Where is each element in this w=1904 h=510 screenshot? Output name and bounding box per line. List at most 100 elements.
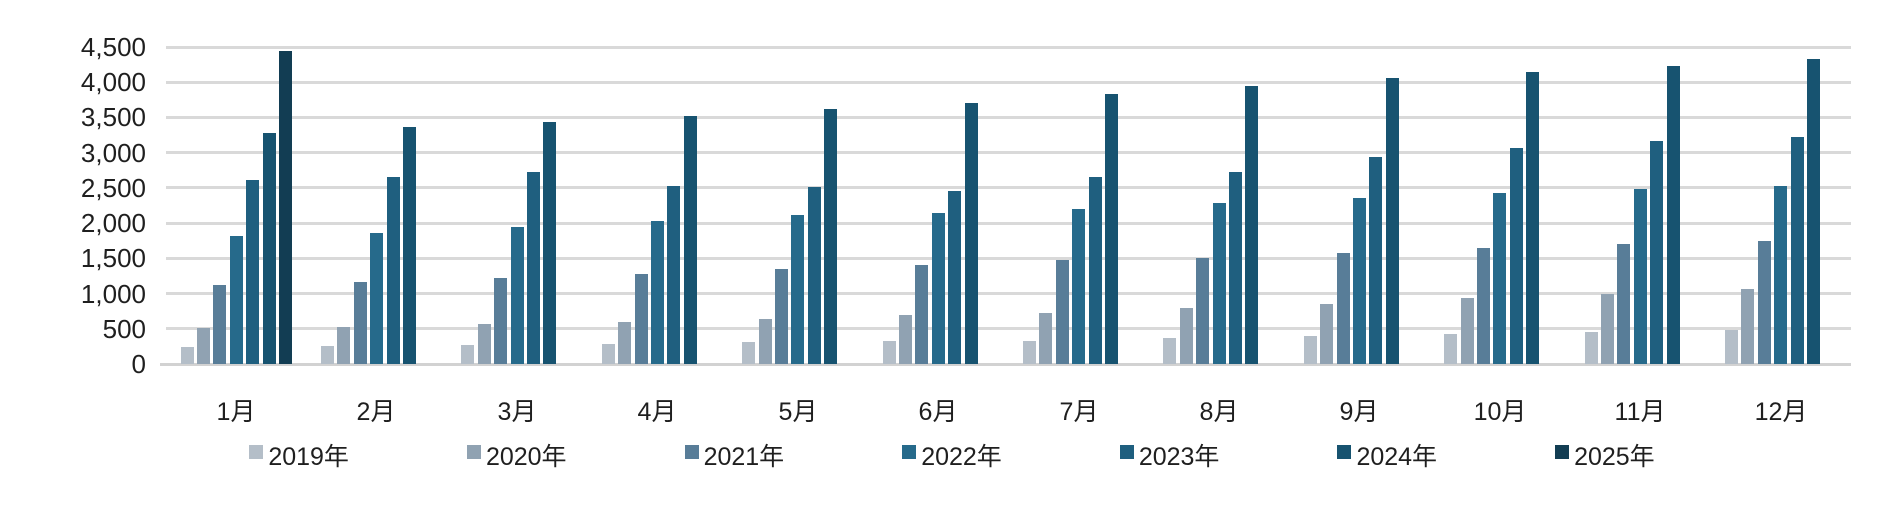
bar-2021年-11月 <box>1617 244 1630 364</box>
gridline <box>166 81 1851 84</box>
x-tick-label-6月: 6月 <box>918 398 958 426</box>
bar-2022年-10月 <box>1493 193 1506 364</box>
bar-2019年-9月 <box>1304 336 1317 364</box>
bar-2024年-10月 <box>1526 72 1539 364</box>
y-tick-label: 1,500 <box>80 243 146 273</box>
bar-2022年-5月 <box>791 215 804 364</box>
bar-2019年-10月 <box>1444 334 1457 364</box>
gridline <box>166 116 1851 119</box>
legend-item-2023年: 2023年 <box>1119 437 1220 473</box>
x-axis-line <box>160 363 1851 366</box>
x-tick-label-8月: 8月 <box>1199 398 1239 426</box>
legend-item-2024年: 2024年 <box>1337 437 1437 473</box>
bar-2024年-7月 <box>1105 94 1118 364</box>
bar-2023年-6月 <box>948 191 961 364</box>
x-tick-label-10月: 10月 <box>1473 398 1527 426</box>
gridline <box>166 46 1851 49</box>
gridline <box>166 151 1851 154</box>
bar-2022年-11月 <box>1634 189 1647 364</box>
bar-2022年-7月 <box>1072 209 1085 364</box>
x-tick-label-3月: 3月 <box>497 398 537 426</box>
bar-2019年-6月 <box>883 341 896 364</box>
bar-2019年-1月 <box>181 347 194 364</box>
bar-2024年-3月 <box>543 122 556 364</box>
bar-2022年-9月 <box>1353 198 1366 364</box>
bar-2019年-7月 <box>1023 341 1036 364</box>
legend-swatch-icon <box>466 445 481 459</box>
x-tick-label-7月: 7月 <box>1059 398 1099 426</box>
bar-2023年-3月 <box>527 172 540 364</box>
legend-swatch-icon <box>1337 445 1352 459</box>
bar-2022年-4月 <box>651 221 664 364</box>
bar-2024年-6月 <box>965 103 978 364</box>
legend-label: 2022年 <box>921 443 1002 471</box>
gridline <box>166 257 1851 260</box>
legend-swatch-icon <box>902 445 917 459</box>
y-tick-label: 1,000 <box>80 279 146 309</box>
y-tick-label: 4,000 <box>80 67 146 97</box>
bar-2021年-5月 <box>775 269 788 364</box>
bar-2021年-2月 <box>354 282 367 364</box>
x-tick-label-5月: 5月 <box>778 398 818 426</box>
x-tick-label-2月: 2月 <box>356 398 396 426</box>
bar-2024年-2月 <box>403 127 416 364</box>
bar-2024年-4月 <box>684 116 697 364</box>
y-tick-label: 2,000 <box>80 208 146 238</box>
bar-2020年-4月 <box>618 322 631 364</box>
y-tick-label: 2,500 <box>80 173 146 203</box>
bar-2023年-7月 <box>1089 177 1102 364</box>
bar-2022年-1月 <box>230 236 243 364</box>
bar-2020年-7月 <box>1039 313 1052 364</box>
y-tick-label: 3,500 <box>80 102 146 132</box>
bar-2021年-8月 <box>1196 258 1209 364</box>
bar-2022年-3月 <box>511 227 524 364</box>
bar-2023年-11月 <box>1650 141 1663 364</box>
bar-2022年-12月 <box>1774 186 1787 364</box>
bar-2020年-6月 <box>899 315 912 364</box>
legend-swatch-icon <box>1555 445 1570 459</box>
bar-2023年-2月 <box>387 177 400 364</box>
bar-2022年-2月 <box>370 233 383 364</box>
bar-2020年-8月 <box>1180 308 1193 364</box>
y-tick-label: 500 <box>102 314 146 344</box>
bar-2019年-5月 <box>742 342 755 364</box>
legend-swatch-icon <box>249 445 264 459</box>
bar-2021年-10月 <box>1477 248 1490 364</box>
bar-2022年-6月 <box>932 213 945 364</box>
x-tick-label-1月: 1月 <box>216 398 256 426</box>
bar-2021年-1月 <box>213 285 226 364</box>
bar-2021年-7月 <box>1056 260 1069 364</box>
x-tick-label-4月: 4月 <box>637 398 677 426</box>
bar-2021年-12月 <box>1758 241 1771 364</box>
bar-2023年-10月 <box>1510 148 1523 364</box>
bar-2019年-2月 <box>321 346 334 364</box>
legend-label: 2019年 <box>268 443 349 471</box>
bar-2023年-1月 <box>246 180 259 364</box>
bar-2021年-3月 <box>494 278 507 364</box>
legend-item-2025年: 2025年 <box>1555 437 1655 473</box>
bar-2023年-8月 <box>1229 172 1242 364</box>
bar-2023年-12月 <box>1791 137 1804 364</box>
y-tick-label: 4,500 <box>80 32 146 62</box>
bar-2019年-4月 <box>602 344 615 364</box>
bar-2023年-5月 <box>808 187 821 364</box>
bar-2020年-10月 <box>1461 298 1474 364</box>
y-tick-label: 0 <box>131 349 146 379</box>
legend-label: 2020年 <box>485 443 567 471</box>
legend-label: 2021年 <box>703 443 785 471</box>
legend-item-2019年: 2019年 <box>249 437 349 473</box>
bar-2020年-9月 <box>1320 304 1333 364</box>
bar-2019年-8月 <box>1163 338 1176 364</box>
legend-label: 2023年 <box>1138 443 1220 471</box>
bar-2020年-12月 <box>1741 289 1754 364</box>
bar-2019年-3月 <box>461 345 474 364</box>
y-tick-label: 3,000 <box>80 138 146 168</box>
gridline <box>166 186 1851 189</box>
bar-2019年-12月 <box>1725 330 1738 364</box>
bar-2024年-8月 <box>1245 86 1258 364</box>
bar-2019年-11月 <box>1585 332 1598 364</box>
bar-2021年-4月 <box>635 274 648 364</box>
x-tick-label-9月: 9月 <box>1339 398 1379 426</box>
x-tick-label-12月: 12月 <box>1754 398 1808 426</box>
